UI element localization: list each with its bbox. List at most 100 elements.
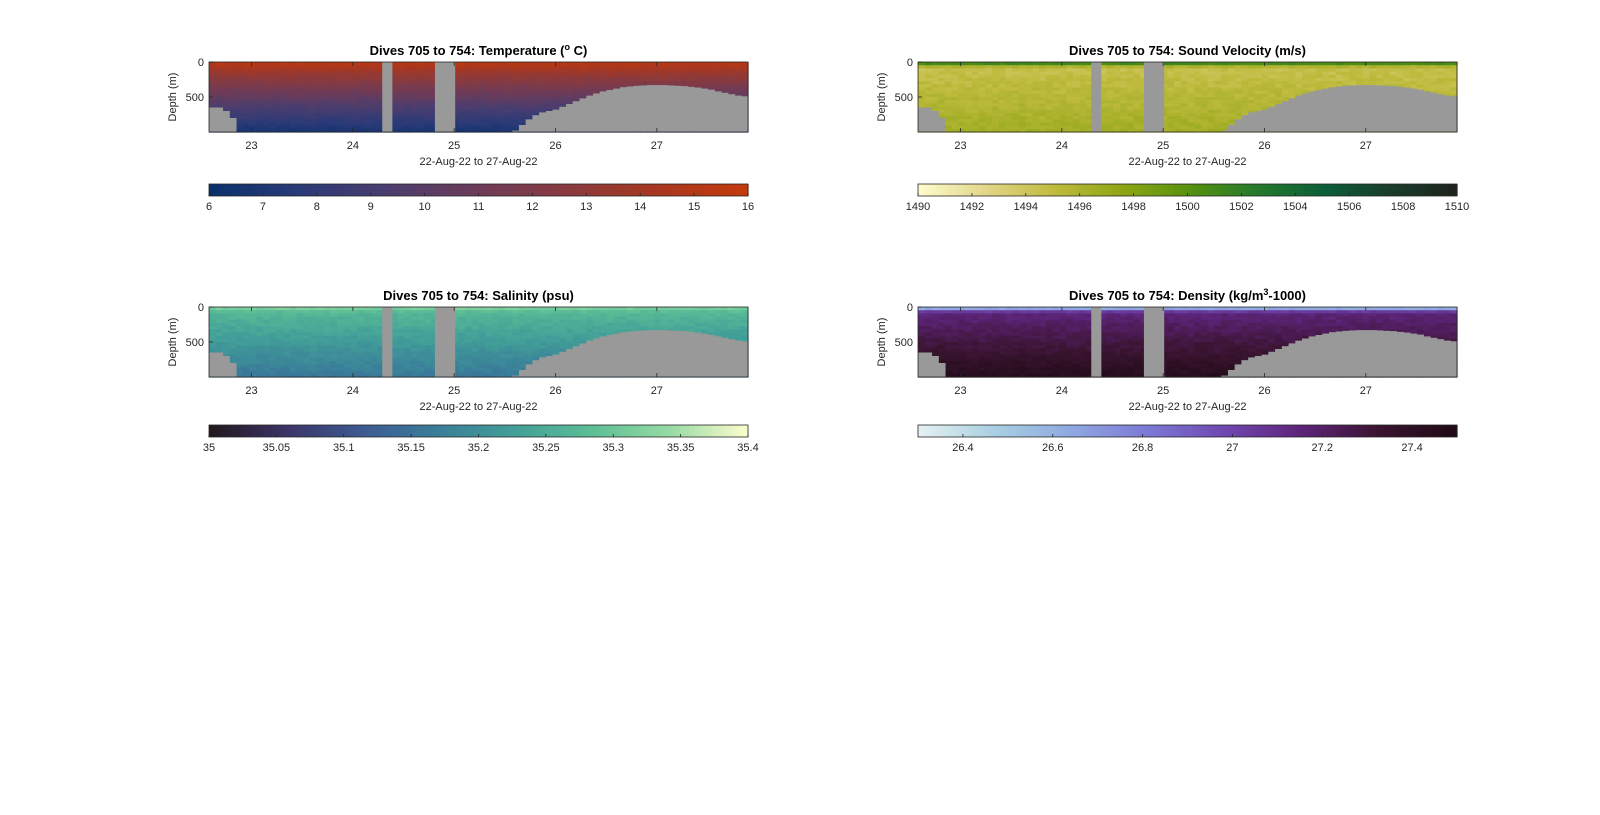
heatmap-cell [498,310,507,314]
heatmap-cell [1079,128,1088,133]
heatmap-cell [1254,100,1263,104]
heatmap-cell [1025,100,1034,104]
heatmap-cell [1052,90,1061,95]
heatmap-cell [1369,65,1377,69]
heatmap-cell [707,84,715,89]
heatmap-cell [262,307,271,311]
heatmap-cell [417,97,426,101]
heatmap-cell [411,370,419,375]
heatmap-cell [593,87,601,92]
heatmap-cell [958,128,966,133]
heatmap-cell [417,342,426,346]
heatmap-cell [1254,87,1263,92]
heatmap-cell [1126,62,1135,66]
heatmap-cell [965,97,973,101]
heatmap-cell [498,322,507,327]
heatmap-cell [235,90,244,95]
heatmap-cell [498,348,507,353]
heatmap-cell [363,326,372,330]
heatmap-cell [310,93,318,98]
heatmap-cell [276,125,284,130]
heatmap-cell [593,68,601,73]
heatmap-cell [283,65,291,69]
heatmap-cell [1120,74,1128,79]
heatmap-cell [1308,87,1317,92]
colorbar-segment [1407,184,1413,196]
heatmap-cell [931,81,939,85]
heatmap-cell [1443,65,1451,69]
heatmap-cell [357,322,365,327]
heatmap-cell [1436,68,1445,73]
heatmap-cell [978,112,986,117]
heatmap-cell [566,84,574,89]
heatmap-cell [1396,74,1404,79]
heatmap-cell [485,100,493,104]
heatmap-cell [363,310,372,314]
mask-column [1362,85,1371,132]
heatmap-cell [512,116,520,120]
heatmap-cell [985,119,993,124]
heatmap-cell [1221,103,1229,108]
heatmap-cell [1012,103,1020,108]
heatmap-cell [411,332,419,337]
heatmap-cell [242,322,251,327]
heatmap-cell [586,62,594,66]
heatmap-cell [1241,65,1249,69]
colorbar-segment [613,184,619,196]
heatmap-cell [1072,77,1081,82]
mask-column [1234,119,1242,132]
heatmap-cell [1052,128,1061,133]
heatmap-cell [1227,77,1236,82]
heatmap-cell [1052,106,1061,111]
heatmap-cell [343,354,352,359]
heatmap-cell [1200,62,1209,66]
heatmap-cell [498,106,507,111]
heatmap-cell [1436,77,1445,82]
heatmap-cell [256,84,264,89]
heatmap-cell [1248,90,1256,95]
heatmap-cell [532,90,540,95]
heatmap-cell [1099,71,1108,76]
heatmap-cell [971,93,980,98]
heatmap-cell [1059,68,1067,73]
heatmap-cell [1059,65,1067,69]
heatmap-cell [465,84,473,89]
heatmap-cell [424,71,432,76]
heatmap-cell [276,338,284,343]
heatmap-cell [296,106,304,111]
heatmap-cell [1443,74,1451,79]
heatmap-cell [586,65,594,69]
heatmap-cell [229,77,237,82]
heatmap-cell [411,125,419,130]
colorbar-segment [298,184,304,196]
heatmap-cell [249,90,257,95]
heatmap-cell [1409,65,1418,69]
heatmap-cell [363,316,372,321]
heatmap-cell [249,338,257,343]
heatmap-cell [337,125,345,130]
heatmap-cell [924,103,933,108]
heatmap-cell [1133,68,1141,73]
heatmap-cell [215,90,224,95]
heatmap-cell [343,361,352,365]
heatmap-cell [727,90,736,95]
heatmap-cell [1099,119,1108,124]
heatmap-cell [471,357,480,362]
heatmap-cell [451,316,459,321]
heatmap-cell [417,125,426,130]
heatmap-cell [276,90,284,95]
colorbar-segment [231,184,237,196]
heatmap-cell [323,342,331,346]
heatmap-cell [1066,97,1074,101]
heatmap-cell [1059,100,1067,104]
colorbar-segment [712,184,718,196]
heatmap-cell [1281,77,1290,82]
heatmap-cell [1079,119,1088,124]
heatmap-cell [525,310,533,314]
colorbar-segment [330,184,336,196]
heatmap-cell [390,351,399,356]
heatmap-cell [276,97,284,101]
heatmap-cell [1174,119,1182,124]
heatmap-cell [316,319,325,324]
heatmap-cell [370,357,379,362]
